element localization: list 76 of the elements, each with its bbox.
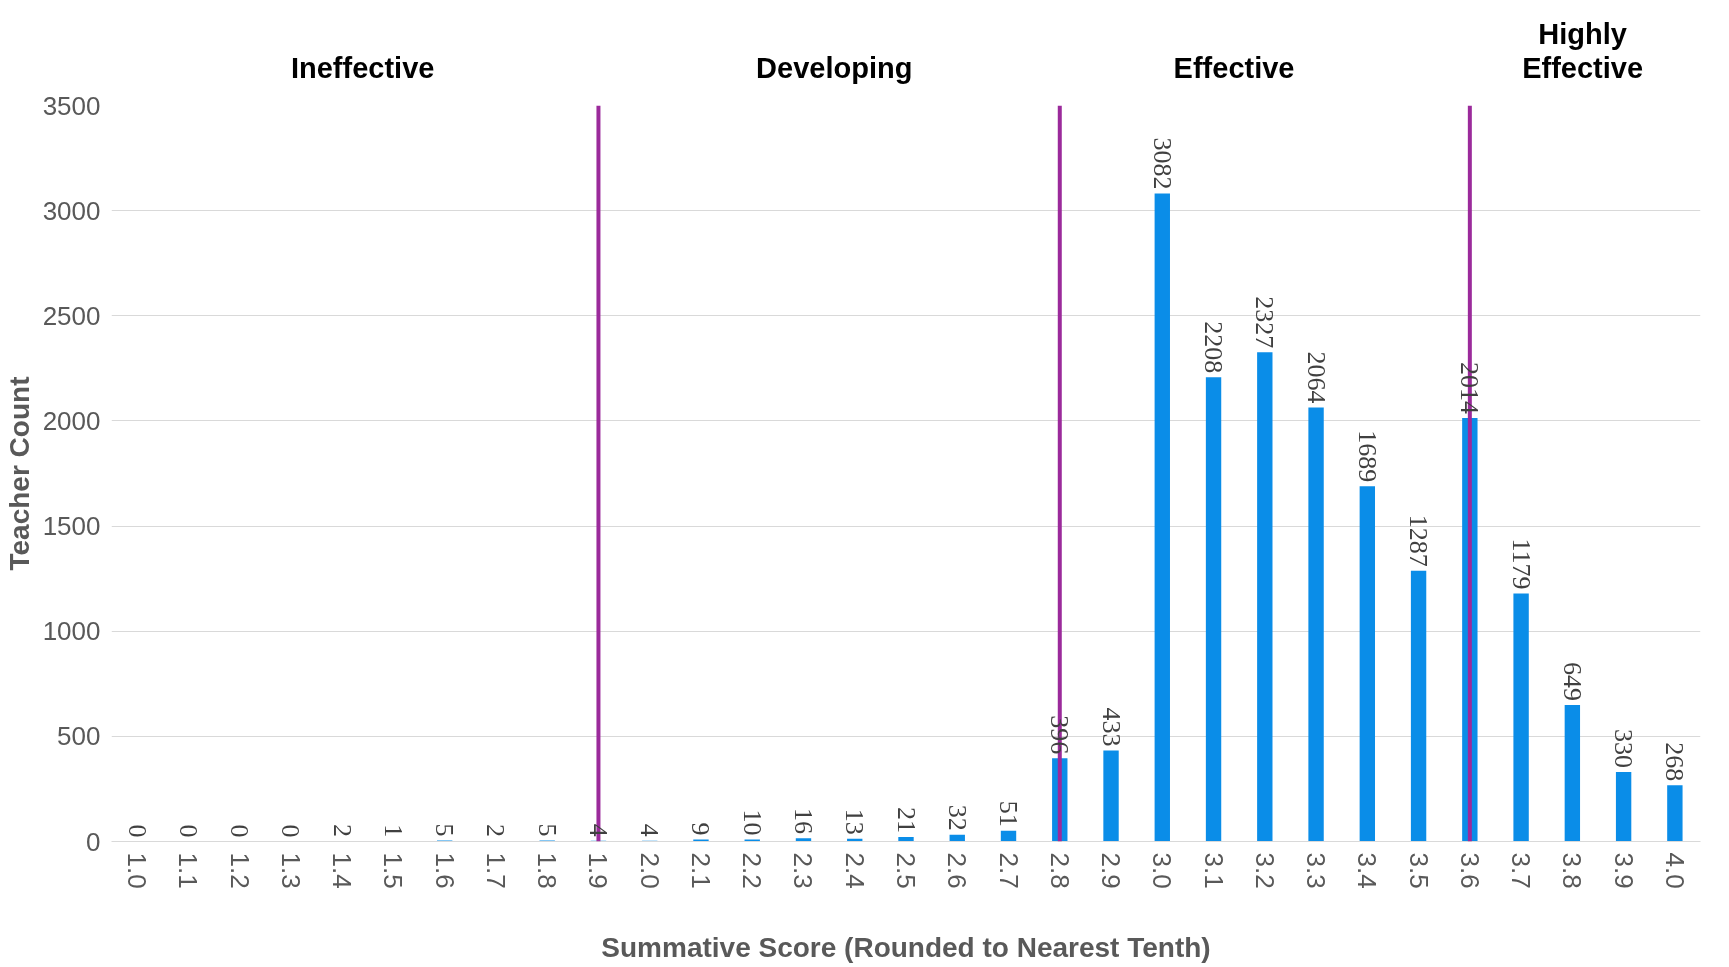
x-tick-label: 3.4 bbox=[1352, 852, 1383, 889]
data-label: 649 bbox=[1557, 662, 1587, 702]
y-tick-label: 2500 bbox=[42, 300, 101, 331]
data-label: 1179 bbox=[1506, 538, 1536, 590]
y-tick-label: 1000 bbox=[42, 616, 101, 647]
data-label: 1287 bbox=[1404, 514, 1434, 567]
text: Developing bbox=[756, 52, 913, 85]
data-label: 2327 bbox=[1250, 296, 1280, 349]
x-tick-label: 1.5 bbox=[378, 852, 409, 889]
x-tick-label: 1.2 bbox=[224, 852, 255, 889]
y-tick-label: 0 bbox=[86, 826, 101, 857]
data-label: 2 bbox=[481, 824, 511, 838]
data-label: 32 bbox=[942, 804, 972, 831]
data-label: 21 bbox=[891, 807, 921, 834]
data-label: 16 bbox=[788, 808, 818, 835]
x-axis-title: Summative Score (Rounded to Nearest Tenth) bbox=[601, 931, 1211, 963]
x-tick-label: 3.5 bbox=[1403, 852, 1434, 889]
data-label: 5 bbox=[532, 823, 562, 837]
data-label: 268 bbox=[1660, 742, 1690, 782]
y-tick-label: 500 bbox=[57, 721, 101, 752]
x-tick-label: 2.3 bbox=[788, 852, 819, 889]
x-tick-label: 1.9 bbox=[583, 852, 614, 889]
data-label: 4 bbox=[635, 823, 665, 837]
data-label: 0 bbox=[122, 824, 152, 838]
data-label: 0 bbox=[225, 824, 255, 838]
x-tick-label: 3.2 bbox=[1249, 852, 1280, 889]
x-tick-label: 2.0 bbox=[634, 852, 665, 889]
x-tick-label: 1.0 bbox=[122, 852, 153, 889]
x-tick-label: 3.0 bbox=[1147, 852, 1178, 889]
y-axis-title: Teacher Count bbox=[3, 376, 35, 571]
y-tick-label: 3000 bbox=[42, 195, 101, 226]
x-tick-label: 2.1 bbox=[685, 852, 716, 889]
x-tick-label: 3.9 bbox=[1608, 852, 1639, 889]
data-label: 1689 bbox=[1352, 430, 1382, 483]
y-tick-label: 3500 bbox=[42, 90, 101, 121]
x-tick-label: 3.8 bbox=[1557, 852, 1588, 889]
data-label: 1 bbox=[378, 824, 408, 838]
x-tick-label: 3.6 bbox=[1454, 852, 1485, 889]
data-label: 2014 bbox=[1455, 361, 1485, 414]
x-tick-label: 3.7 bbox=[1506, 852, 1537, 889]
x-tick-label: 2.8 bbox=[1044, 852, 1075, 889]
x-tick-label: 2.7 bbox=[993, 852, 1024, 889]
x-tick-label: 3.3 bbox=[1301, 852, 1332, 889]
data-label: 433 bbox=[1096, 707, 1126, 747]
data-label: 0 bbox=[276, 824, 306, 838]
x-tick-label: 1.8 bbox=[532, 852, 563, 889]
x-tick-label: 2.6 bbox=[942, 852, 973, 889]
data-label: 396 bbox=[1045, 715, 1075, 755]
data-label: 2 bbox=[327, 824, 357, 838]
x-tick-label: 1.7 bbox=[480, 852, 511, 889]
data-label: 9 bbox=[686, 822, 716, 836]
data-label: 2064 bbox=[1301, 351, 1331, 404]
x-tick-label: 4.0 bbox=[1659, 852, 1690, 889]
data-label: 10 bbox=[737, 809, 767, 836]
data-label: 13 bbox=[840, 808, 870, 835]
data-label: 51 bbox=[994, 800, 1024, 827]
x-tick-label: 1.3 bbox=[275, 852, 306, 889]
x-tick-label: 2.2 bbox=[737, 852, 768, 889]
text: Effective bbox=[1173, 52, 1295, 85]
x-tick-label: 1.1 bbox=[173, 852, 204, 889]
data-label: 3082 bbox=[1147, 137, 1177, 190]
data-label: 2208 bbox=[1199, 321, 1229, 374]
data-label: 5 bbox=[430, 823, 460, 837]
x-tick-label: 3.1 bbox=[1198, 852, 1229, 889]
x-tick-label: 1.4 bbox=[327, 852, 358, 889]
y-tick-label: 2000 bbox=[42, 405, 101, 436]
text: Ineffective bbox=[290, 52, 435, 85]
data-label: 4 bbox=[583, 823, 613, 837]
y-tick-label: 1500 bbox=[42, 511, 101, 542]
x-tick-label: 2.5 bbox=[891, 852, 921, 889]
data-label: 0 bbox=[173, 824, 203, 838]
data-label: 330 bbox=[1609, 729, 1639, 769]
text: Highly Effective bbox=[1522, 18, 1644, 85]
x-tick-label: 2.9 bbox=[1096, 852, 1127, 889]
x-tick-label: 1.6 bbox=[429, 852, 460, 889]
x-tick-label: 2.4 bbox=[839, 852, 870, 889]
